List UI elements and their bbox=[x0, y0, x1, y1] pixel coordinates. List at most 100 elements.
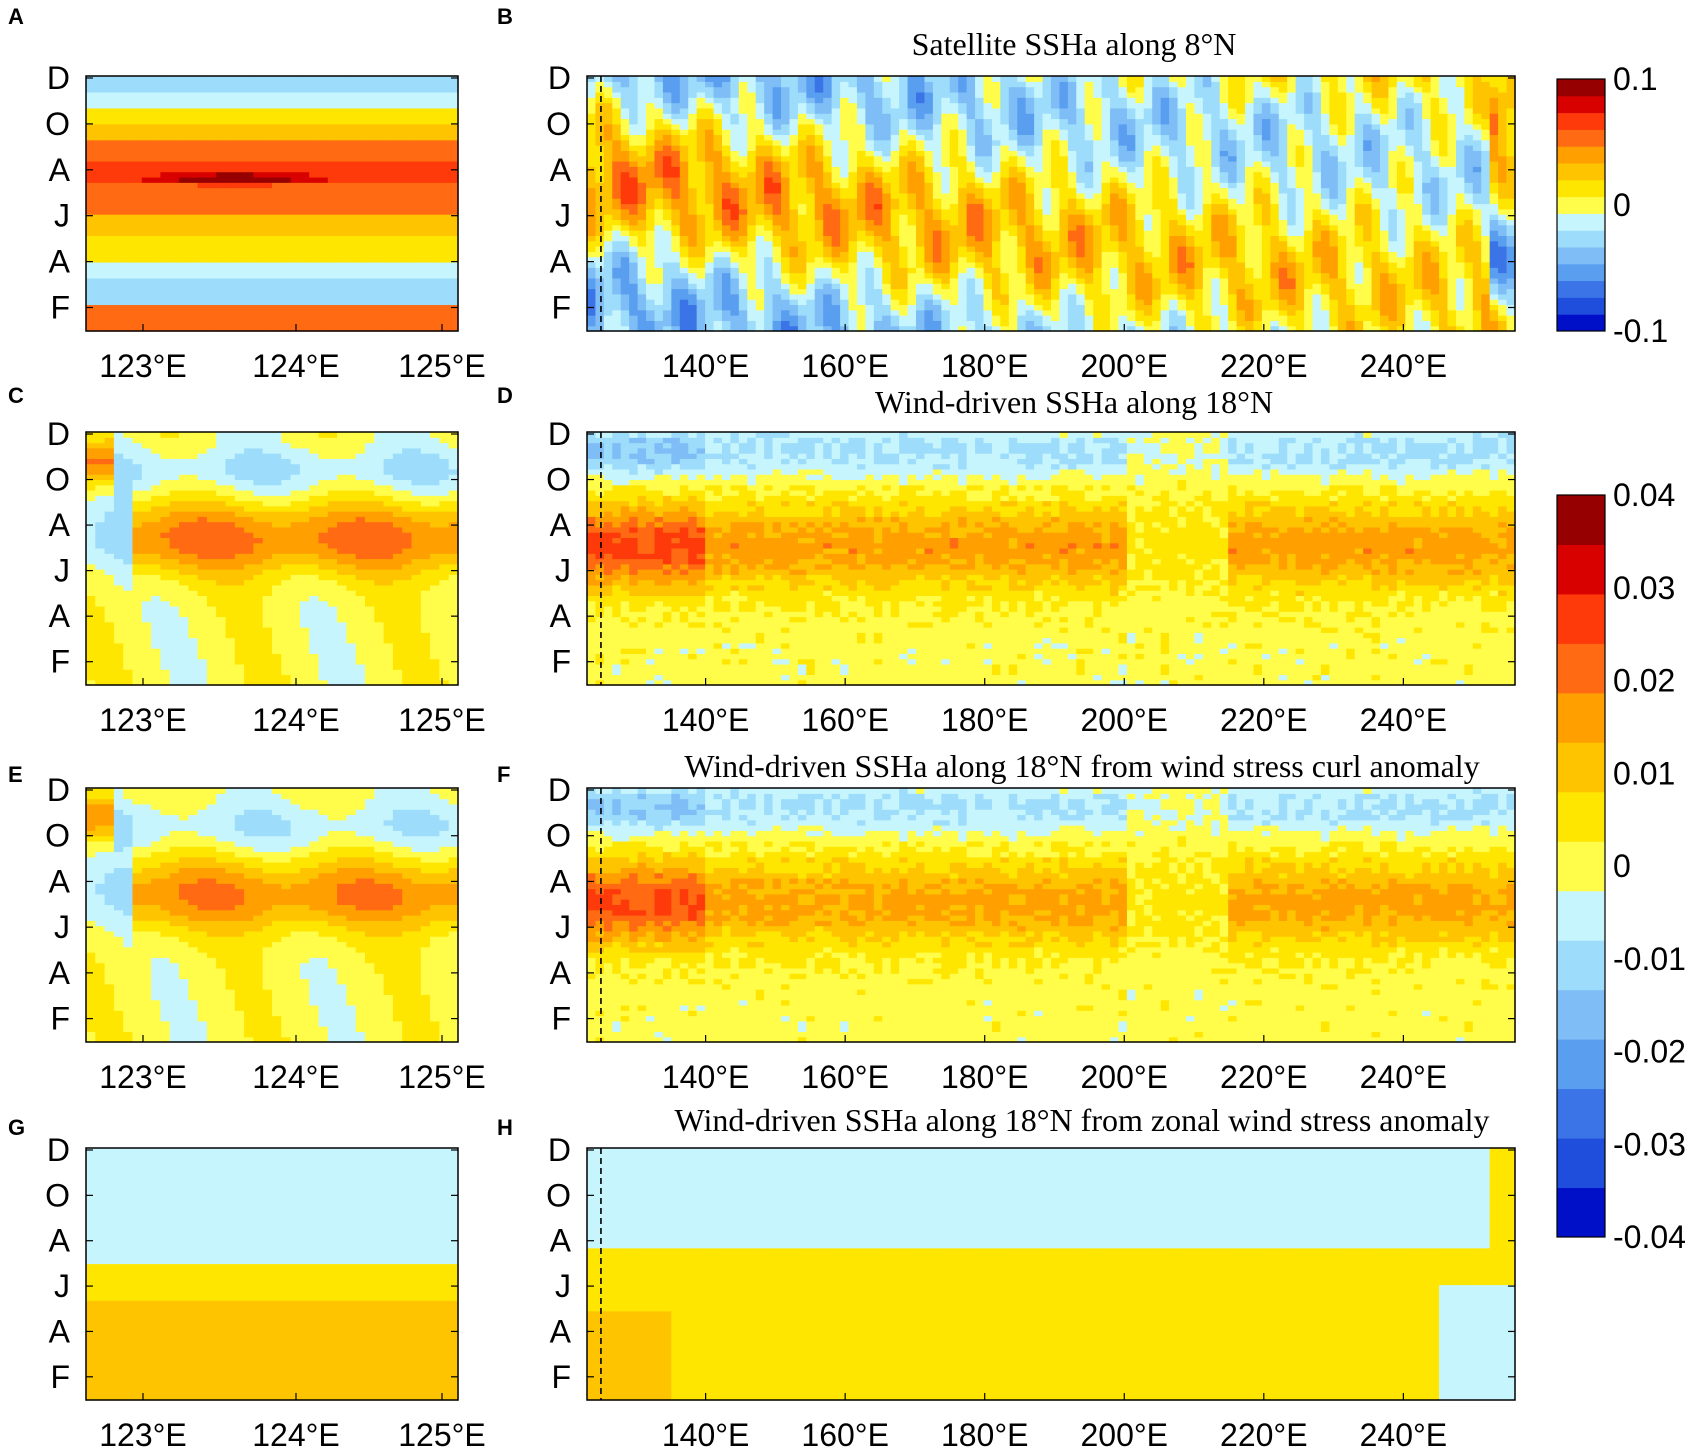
heatmap-cell bbox=[899, 134, 909, 141]
heatmap-cell bbox=[244, 309, 254, 316]
heatmap-cell bbox=[1008, 123, 1018, 130]
heatmap-cell bbox=[420, 224, 431, 231]
heatmap-cell bbox=[1110, 240, 1120, 247]
heatmap-cell bbox=[1051, 203, 1061, 210]
heatmap-cell bbox=[721, 123, 732, 130]
heatmap-cell bbox=[188, 171, 199, 178]
heatmap-cell bbox=[797, 240, 807, 247]
heatmap-cell bbox=[890, 107, 900, 114]
heatmap-cell bbox=[797, 325, 807, 332]
heatmap-cell bbox=[612, 150, 622, 157]
heatmap-cell bbox=[1059, 325, 1069, 332]
heatmap-cell bbox=[975, 203, 985, 210]
heatmap-cell bbox=[1110, 145, 1120, 151]
heatmap-cell bbox=[430, 240, 440, 247]
heatmap-cell bbox=[1101, 304, 1111, 311]
heatmap-cell bbox=[327, 97, 338, 104]
heatmap-cell bbox=[160, 272, 171, 279]
heatmap-cell bbox=[346, 76, 357, 82]
heatmap-cell bbox=[1084, 171, 1094, 178]
heatmap-cell bbox=[966, 187, 976, 194]
heatmap-cell bbox=[1051, 107, 1061, 114]
heatmap-cell bbox=[823, 192, 833, 199]
heatmap-cell bbox=[299, 283, 310, 290]
heatmap-cell bbox=[86, 113, 96, 120]
heatmap-cell bbox=[1101, 145, 1111, 151]
heatmap-cell bbox=[225, 176, 236, 183]
heatmap-cell bbox=[392, 118, 403, 125]
heatmap-cell bbox=[679, 107, 689, 114]
heatmap-cell bbox=[244, 81, 254, 88]
heatmap-cell bbox=[662, 315, 672, 321]
heatmap-cell bbox=[113, 208, 124, 215]
heatmap-cell bbox=[216, 208, 227, 215]
heatmap-cell bbox=[823, 118, 833, 125]
heatmap-cell bbox=[1051, 304, 1061, 311]
heatmap-cell bbox=[439, 288, 450, 295]
heatmap-cell bbox=[789, 293, 799, 300]
heatmap-cell bbox=[272, 325, 282, 332]
heatmap-cell bbox=[662, 256, 672, 263]
heatmap-cell bbox=[244, 155, 254, 162]
heatmap-cell bbox=[688, 219, 698, 226]
heatmap-cell bbox=[705, 219, 715, 226]
heatmap-cell bbox=[355, 86, 366, 93]
heatmap-cell bbox=[365, 256, 375, 263]
heatmap-cell bbox=[151, 261, 161, 268]
heatmap-cell bbox=[958, 315, 968, 321]
heatmap-cell bbox=[1076, 309, 1086, 316]
heatmap-cell bbox=[679, 315, 689, 321]
heatmap-cell bbox=[755, 129, 765, 136]
heatmap-cell bbox=[402, 304, 413, 311]
heatmap-cell bbox=[755, 155, 765, 162]
heatmap-cell bbox=[420, 230, 431, 236]
heatmap-cell bbox=[1059, 176, 1069, 183]
chart-title-h: Wind-driven SSHa along 18°N from zonal w… bbox=[675, 1102, 1490, 1138]
heatmap-cell bbox=[188, 288, 199, 295]
heatmap-cell bbox=[806, 176, 816, 183]
heatmap-cell bbox=[797, 176, 807, 183]
heatmap-cell bbox=[721, 208, 732, 215]
heatmap-cell bbox=[603, 145, 613, 151]
heatmap-cell bbox=[206, 166, 217, 173]
heatmap-cell bbox=[831, 277, 841, 284]
heatmap-cell bbox=[882, 304, 892, 311]
heatmap-cell bbox=[873, 113, 883, 120]
heatmap-cell bbox=[1017, 219, 1027, 226]
heatmap-cell bbox=[806, 256, 816, 263]
heatmap-cell bbox=[595, 309, 605, 316]
heatmap-cell bbox=[281, 309, 292, 316]
heatmap-cell bbox=[1051, 150, 1061, 157]
heatmap-cell bbox=[262, 155, 273, 162]
heatmap-cell bbox=[392, 230, 403, 236]
heatmap-cell bbox=[1059, 113, 1069, 120]
heatmap-cell bbox=[966, 293, 976, 300]
heatmap-cell bbox=[1093, 261, 1103, 268]
heatmap-cell bbox=[123, 277, 134, 284]
heatmap-cell bbox=[262, 219, 273, 226]
heatmap-cell bbox=[160, 171, 171, 178]
heatmap-cell bbox=[814, 315, 824, 321]
heatmap-cell bbox=[402, 129, 413, 136]
heatmap-cell bbox=[679, 246, 689, 252]
heatmap-cell bbox=[141, 86, 152, 93]
heatmap-cell bbox=[789, 192, 799, 199]
heatmap-cell bbox=[1051, 277, 1061, 284]
heatmap-cell bbox=[299, 224, 310, 231]
heatmap-cell bbox=[587, 277, 597, 284]
heatmap-cell bbox=[856, 299, 866, 306]
heatmap-cell bbox=[1084, 325, 1094, 332]
heatmap-cell bbox=[916, 86, 926, 93]
heatmap-cell bbox=[840, 134, 850, 141]
heatmap-cell bbox=[299, 107, 310, 114]
heatmap-cell bbox=[123, 219, 134, 226]
heatmap-cell bbox=[696, 251, 706, 258]
heatmap-cell bbox=[448, 219, 459, 226]
heatmap-cell bbox=[86, 272, 96, 279]
heatmap-cell bbox=[1059, 256, 1069, 263]
heatmap-cell bbox=[797, 129, 807, 136]
heatmap-cell bbox=[975, 219, 985, 226]
heatmap-cell bbox=[991, 76, 1001, 82]
heatmap-cell bbox=[420, 129, 431, 136]
heatmap-cell bbox=[262, 86, 273, 93]
